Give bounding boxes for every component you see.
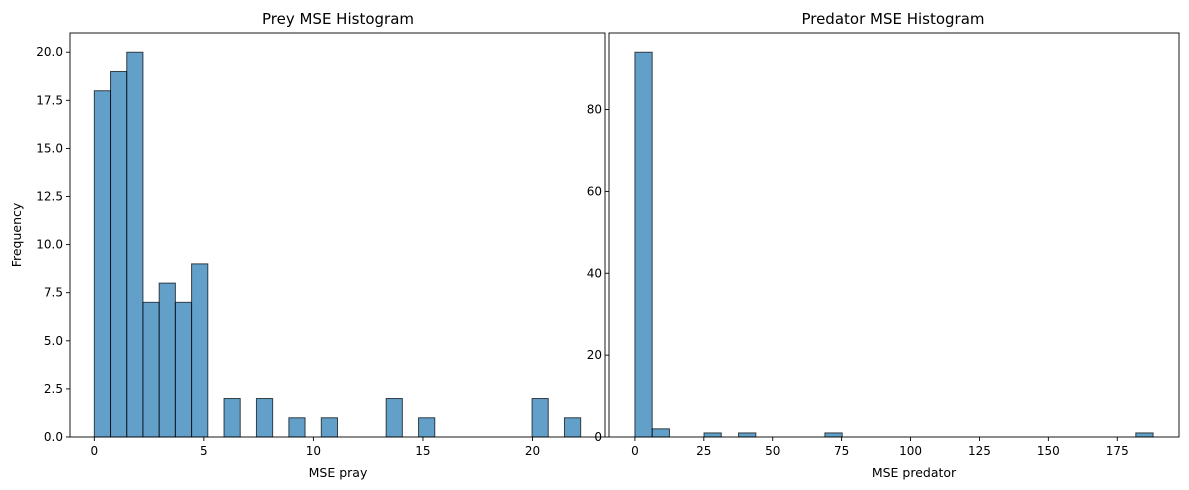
prey-histogram-bar bbox=[385, 398, 403, 438]
prey-histogram-bar bbox=[142, 301, 160, 438]
predator-histogram-chart: Predator MSE Histogram 0 25 50 75 100 125 150 1… bbox=[587, 10, 1180, 480]
prey-histogram-bar bbox=[110, 70, 128, 438]
predator-x-tick-label: 25 bbox=[696, 444, 711, 458]
prey-y-tick-label: 17.5 bbox=[36, 93, 63, 107]
prey-x-tick-label: 15 bbox=[415, 444, 430, 458]
prey-x-axis-ticks: 0 5 10 15 20 bbox=[90, 437, 540, 458]
prey-y-tick-label: 2.5 bbox=[44, 382, 63, 396]
prey-bars bbox=[93, 51, 582, 438]
prey-histogram-bar bbox=[158, 282, 176, 438]
prey-histogram-bar bbox=[531, 398, 549, 438]
prey-histogram-bar bbox=[93, 90, 112, 438]
predator-histogram-bar bbox=[703, 432, 722, 438]
prey-x-tick-label: 0 bbox=[90, 444, 98, 458]
predator-x-tick-label: 125 bbox=[968, 444, 991, 458]
predator-y-tick-label: 0 bbox=[594, 430, 602, 444]
prey-histogram-bar bbox=[255, 398, 274, 438]
prey-histogram-bar bbox=[223, 398, 241, 438]
prey-x-axis-label: MSE pray bbox=[309, 465, 368, 480]
prey-chart-title: Prey MSE Histogram bbox=[262, 10, 414, 28]
prey-y-tick-label: 0.0 bbox=[44, 430, 63, 444]
predator-histogram-bar bbox=[651, 428, 670, 438]
predator-histogram-bar bbox=[1135, 432, 1154, 438]
prey-y-tick-label: 15.0 bbox=[36, 141, 63, 155]
predator-x-tick-label: 150 bbox=[1037, 444, 1060, 458]
prey-x-tick-label: 5 bbox=[200, 444, 208, 458]
prey-y-tick-label: 5.0 bbox=[44, 334, 63, 348]
predator-y-tick-label: 80 bbox=[587, 103, 602, 117]
prey-histogram-bar bbox=[288, 417, 306, 438]
prey-y-axis-label: Frequency bbox=[9, 202, 24, 267]
predator-x-axis-label: MSE predator bbox=[872, 465, 957, 480]
prey-histogram-chart: Prey MSE Histogram 0 5 10 15 20 0.0 2.5 5.0 7.5… bbox=[9, 10, 606, 480]
predator-histogram-bar bbox=[824, 432, 843, 438]
predator-plot-frame bbox=[608, 32, 1180, 438]
predator-x-tick-label: 0 bbox=[631, 444, 639, 458]
predator-y-tick-label: 60 bbox=[587, 184, 602, 198]
prey-histogram-bar bbox=[174, 301, 193, 438]
prey-histogram-bar bbox=[563, 417, 582, 438]
predator-x-tick-label: 50 bbox=[765, 444, 780, 458]
prey-histogram-bar bbox=[191, 263, 209, 438]
prey-histogram-bar bbox=[418, 417, 436, 438]
prey-y-tick-label: 20.0 bbox=[36, 45, 63, 59]
predator-chart-title: Predator MSE Histogram bbox=[801, 10, 984, 28]
prey-plot-frame bbox=[69, 32, 606, 438]
predator-y-tick-label: 20 bbox=[587, 348, 602, 362]
predator-x-tick-label: 175 bbox=[1106, 444, 1129, 458]
predator-x-tick-label: 75 bbox=[834, 444, 849, 458]
predator-y-axis-ticks: 0 20 40 60 80 bbox=[587, 103, 609, 444]
prey-histogram-bar bbox=[126, 51, 144, 438]
prey-y-tick-label: 7.5 bbox=[44, 286, 63, 300]
prey-x-tick-label: 20 bbox=[525, 444, 540, 458]
prey-y-tick-label: 10.0 bbox=[36, 238, 63, 252]
prey-x-tick-label: 10 bbox=[306, 444, 321, 458]
predator-x-axis-ticks: 0 25 50 75 100 125 150 175 bbox=[631, 437, 1129, 458]
predator-x-tick-label: 100 bbox=[899, 444, 922, 458]
predator-histogram-bar bbox=[738, 432, 757, 438]
predator-y-tick-label: 40 bbox=[587, 266, 602, 280]
predator-histogram-bar bbox=[634, 51, 653, 438]
prey-y-tick-label: 12.5 bbox=[36, 190, 63, 204]
prey-y-axis-ticks: 0.0 2.5 5.0 7.5 10.0 12.5 15.0 17.5 20.0 bbox=[36, 45, 70, 444]
predator-bars bbox=[634, 51, 1154, 438]
prey-histogram-bar bbox=[320, 417, 338, 438]
